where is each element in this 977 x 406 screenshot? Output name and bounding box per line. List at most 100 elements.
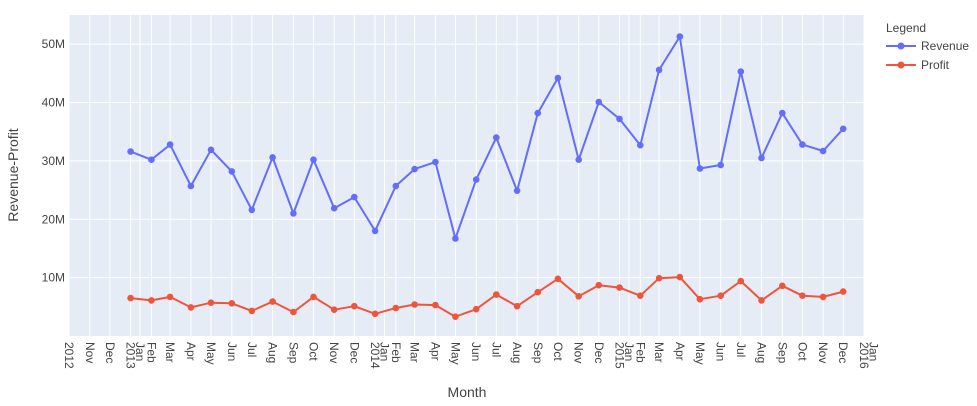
profit-point[interactable]: [148, 297, 155, 304]
profit-point[interactable]: [575, 293, 582, 300]
legend-title: Legend: [886, 21, 926, 35]
profit-point[interactable]: [676, 273, 684, 281]
legend-item-profit[interactable]: Profit: [886, 58, 950, 72]
profit-point[interactable]: [452, 313, 459, 321]
legend[interactable]: Legend Revenue Profit: [886, 21, 969, 72]
revenue-point[interactable]: [513, 187, 521, 194]
revenue-point[interactable]: [187, 182, 195, 190]
x-tick-label: Aug: [266, 342, 280, 363]
revenue-point[interactable]: [493, 134, 500, 141]
x-tick-label: Apr: [673, 342, 687, 361]
revenue-point[interactable]: [148, 156, 155, 163]
profit-point[interactable]: [472, 305, 480, 313]
y-tick-label: 20M: [42, 212, 65, 226]
x-tick-label: Oct: [551, 342, 565, 361]
revenue-point[interactable]: [432, 158, 439, 166]
revenue-point[interactable]: [554, 74, 562, 82]
revenue-point[interactable]: [717, 161, 724, 169]
x-tick-label: Jan: [377, 342, 391, 361]
revenue-point[interactable]: [534, 109, 542, 117]
profit-point[interactable]: [595, 281, 603, 289]
x-tick-label: Apr: [428, 342, 442, 361]
profit-point[interactable]: [637, 292, 644, 300]
profit-point[interactable]: [187, 304, 195, 311]
profit-point[interactable]: [330, 306, 338, 314]
profit-point[interactable]: [207, 299, 215, 307]
revenue-point[interactable]: [779, 109, 786, 117]
x-tick-label: Aug: [755, 342, 769, 363]
y-tick-label: 30M: [42, 154, 65, 168]
profit-point[interactable]: [758, 297, 765, 304]
revenue-point[interactable]: [696, 165, 704, 172]
profit-point[interactable]: [351, 302, 358, 310]
x-tick-label: Nov: [327, 342, 341, 363]
revenue-point[interactable]: [269, 154, 276, 161]
x-tick-label: Oct: [306, 342, 320, 361]
revenue-point[interactable]: [411, 165, 418, 173]
profit-point[interactable]: [534, 288, 542, 296]
profit-point[interactable]: [269, 298, 276, 305]
x-tick-label: Mar: [163, 342, 177, 363]
profit-point[interactable]: [411, 301, 418, 308]
profit-point[interactable]: [371, 310, 379, 318]
profit-point[interactable]: [290, 308, 297, 316]
revenue-point[interactable]: [371, 227, 379, 235]
revenue-point[interactable]: [452, 235, 459, 242]
revenue-point[interactable]: [616, 115, 623, 123]
x-tick-label: Nov: [572, 342, 586, 363]
profit-point[interactable]: [779, 282, 786, 290]
revenue-point[interactable]: [676, 33, 684, 40]
revenue-point[interactable]: [655, 66, 663, 74]
profit-point[interactable]: [799, 292, 806, 300]
profit-point[interactable]: [248, 307, 256, 315]
revenue-point[interactable]: [127, 148, 134, 155]
legend-label-revenue: Revenue: [921, 39, 969, 53]
revenue-point[interactable]: [839, 125, 847, 133]
y-axis-ticks: 10M 20M 30M 40M 50M: [42, 37, 65, 284]
x-tick-label: 2014: [368, 342, 382, 369]
revenue-point[interactable]: [166, 141, 174, 148]
series-layer: [127, 33, 847, 321]
revenue-point[interactable]: [595, 98, 603, 106]
profit-point[interactable]: [616, 284, 623, 291]
revenue-point[interactable]: [228, 168, 236, 175]
revenue-point[interactable]: [637, 141, 644, 149]
x-tick-label: Aug: [510, 342, 524, 363]
profit-point[interactable]: [717, 292, 724, 300]
revenue-point[interactable]: [758, 154, 765, 162]
profit-point[interactable]: [127, 294, 134, 302]
profit-point[interactable]: [839, 288, 847, 295]
profit-point[interactable]: [392, 304, 400, 312]
profit-point[interactable]: [737, 277, 745, 285]
x-tick-label: Dec: [836, 342, 850, 363]
revenue-point[interactable]: [290, 210, 297, 217]
revenue-point[interactable]: [819, 147, 827, 155]
profit-point[interactable]: [166, 293, 174, 301]
profit-point[interactable]: [228, 300, 236, 307]
profit-series-line: [130, 276, 844, 318]
x-tick-label: Dec: [347, 342, 361, 363]
revenue-point[interactable]: [392, 182, 400, 190]
profit-point[interactable]: [819, 293, 827, 301]
x-tick-label: Mar: [652, 342, 666, 363]
revenue-point[interactable]: [310, 156, 317, 163]
profit-point[interactable]: [696, 295, 704, 303]
revenue-point[interactable]: [351, 193, 358, 201]
profit-point[interactable]: [432, 301, 439, 309]
profit-point[interactable]: [310, 293, 317, 301]
x-tick-label: 2013: [124, 342, 138, 369]
revenue-point[interactable]: [472, 176, 480, 183]
revenue-point[interactable]: [330, 204, 338, 212]
profit-point[interactable]: [493, 291, 500, 298]
revenue-point[interactable]: [207, 146, 215, 154]
profit-point[interactable]: [655, 274, 663, 282]
revenue-point[interactable]: [737, 68, 745, 75]
profit-point[interactable]: [554, 275, 562, 283]
x-tick-label: 2012: [62, 342, 76, 369]
legend-item-revenue[interactable]: Revenue: [886, 39, 969, 53]
revenue-point[interactable]: [799, 141, 806, 148]
revenue-point[interactable]: [575, 156, 582, 163]
profit-point[interactable]: [513, 302, 521, 310]
revenue-point[interactable]: [248, 206, 256, 214]
